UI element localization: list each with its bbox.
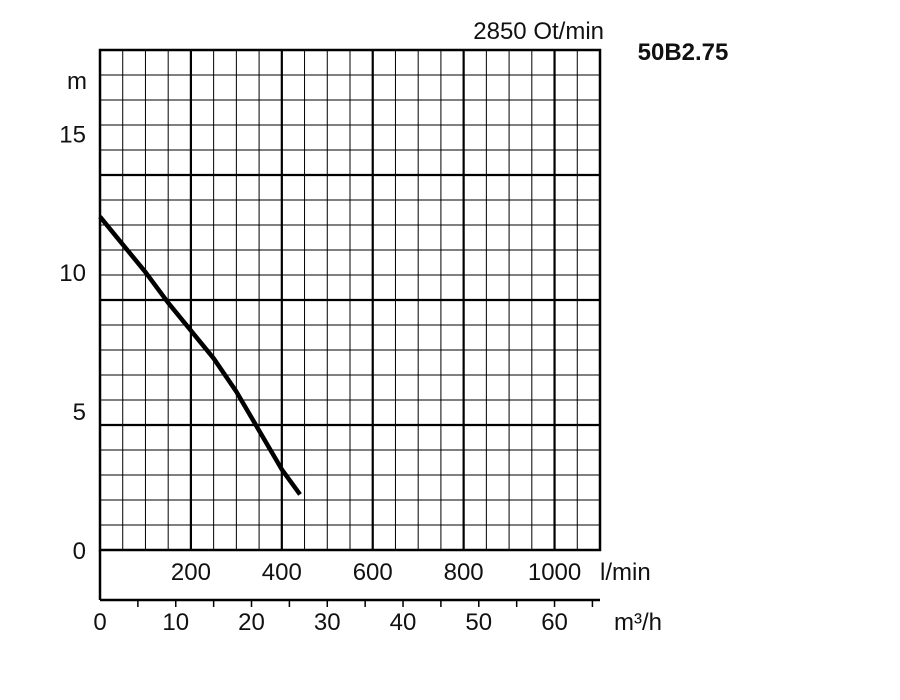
x-lpm-tick-label: 400 <box>262 559 302 586</box>
speed-label: 2850 Ot/min <box>473 18 604 45</box>
major-grid <box>100 50 600 550</box>
y-tick-label: 10 <box>59 260 86 287</box>
x-m3h-tick-marks <box>137 600 594 607</box>
y-tick-label: 0 <box>73 538 86 565</box>
x-lpm-unit-label: l/min <box>600 559 651 586</box>
x-lpm-tick-label: 800 <box>444 559 484 586</box>
x-m3h-unit-label: m³/h <box>614 609 662 636</box>
x-lpm-tick-label: 200 <box>171 559 211 586</box>
y-unit-label: m <box>67 68 87 95</box>
y-tick-labels: 0 5 10 15 <box>59 121 86 565</box>
plot-frame <box>98 48 602 552</box>
x-m3h-tick-label: 60 <box>541 609 568 636</box>
x-m3h-tick-label: 10 <box>162 609 189 636</box>
x-m3h-tick-label: 20 <box>238 609 265 636</box>
y-tick-label: 5 <box>73 399 86 426</box>
x-m3h-tick-label: 30 <box>314 609 341 636</box>
head-flow-curve <box>98 215 302 496</box>
x-lpm-tick-label: 1000 <box>528 559 581 586</box>
x-lpm-tick-label: 600 <box>353 559 393 586</box>
x-m3h-tick-label: 40 <box>390 609 417 636</box>
y-tick-label: 15 <box>59 121 86 148</box>
x-m3h-tick-label: 50 <box>465 609 492 636</box>
model-label: 50B2.75 <box>638 39 729 66</box>
x-m3h-tick-label: 0 <box>93 609 106 636</box>
x-lpm-tick-labels: 200 400 600 800 1000 <box>171 559 581 586</box>
x-m3h-tick-labels: 0 10 20 30 40 50 60 <box>93 609 568 636</box>
